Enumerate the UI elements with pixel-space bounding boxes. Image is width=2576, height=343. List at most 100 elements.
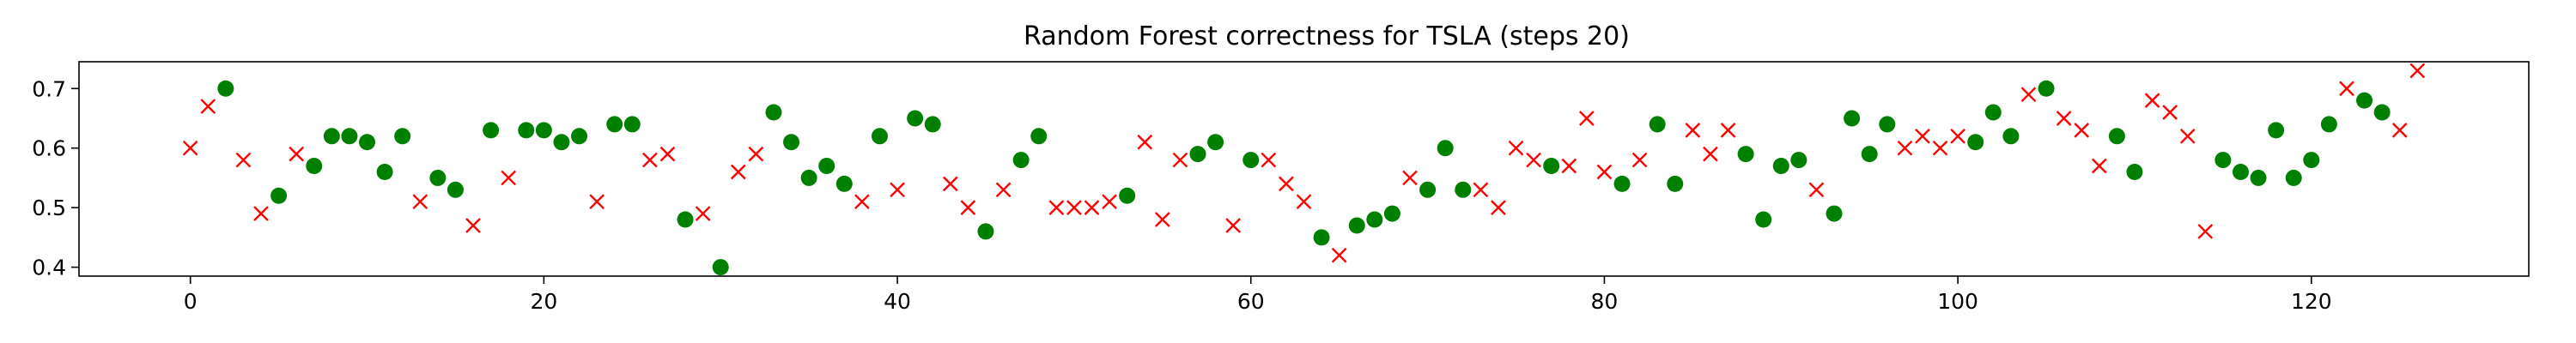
- data-point-incorrect: [1331, 247, 1347, 263]
- x-marker-stroke: [182, 140, 198, 156]
- data-point-correct: [1419, 181, 1437, 198]
- data-point-correct: [1755, 211, 1772, 228]
- data-point-correct: [2215, 152, 2232, 169]
- data-point-incorrect: [1526, 152, 1541, 168]
- data-point-correct: [2002, 128, 2020, 145]
- data-point-incorrect: [2074, 123, 2090, 138]
- data-point-incorrect: [1579, 111, 1595, 126]
- data-point-incorrect: [2339, 81, 2354, 97]
- x-marker-stroke: [1526, 152, 1541, 168]
- data-point-incorrect: [1491, 200, 1506, 215]
- x-marker-stroke: [1808, 182, 1825, 198]
- x-marker-stroke: [2144, 93, 2160, 108]
- data-point-correct: [2320, 116, 2337, 133]
- data-point-correct: [2232, 163, 2249, 180]
- x-marker-stroke: [1279, 176, 1294, 192]
- x-marker-stroke: [1084, 200, 1100, 215]
- data-point-correct: [1348, 217, 1365, 234]
- x-marker-stroke: [1720, 123, 1736, 138]
- x-marker-stroke: [2162, 105, 2178, 120]
- data-point-incorrect: [642, 152, 658, 168]
- data-point-correct: [2356, 92, 2373, 109]
- x-marker-stroke: [235, 152, 252, 168]
- data-point-correct: [1366, 211, 1383, 228]
- data-point-correct: [871, 128, 888, 145]
- data-point-incorrect: [695, 206, 711, 221]
- data-point-incorrect: [1685, 123, 1701, 138]
- x-marker-stroke: [748, 146, 764, 162]
- x-marker-stroke: [995, 182, 1012, 198]
- data-point-incorrect: [1402, 170, 1418, 186]
- data-point-incorrect: [2162, 105, 2178, 120]
- data-point-correct: [1030, 128, 1048, 145]
- x-tick-label: 20: [530, 289, 557, 314]
- data-point-incorrect: [253, 206, 269, 221]
- x-marker-stroke: [1331, 247, 1347, 263]
- data-point-correct: [800, 169, 817, 186]
- x-marker-stroke: [200, 99, 216, 114]
- x-marker-stroke: [730, 164, 746, 180]
- x-marker-stroke: [465, 218, 481, 233]
- data-point-incorrect: [1066, 200, 1082, 215]
- x-marker-stroke: [1048, 200, 1065, 215]
- data-point-incorrect: [465, 218, 481, 233]
- data-point-correct: [1313, 229, 1330, 246]
- data-point-incorrect: [235, 152, 252, 168]
- x-marker-stroke: [2074, 123, 2090, 138]
- data-point-correct: [1737, 146, 1754, 163]
- data-point-correct: [1967, 134, 1984, 151]
- data-point-correct: [359, 134, 376, 151]
- data-point-correct: [765, 104, 782, 121]
- data-point-correct: [1242, 152, 1260, 169]
- x-marker-stroke: [589, 194, 605, 210]
- data-point-incorrect: [2391, 123, 2408, 138]
- data-point-correct: [1649, 116, 1666, 133]
- x-marker-stroke: [854, 194, 870, 210]
- data-point-correct: [217, 80, 234, 97]
- data-point-correct: [323, 128, 340, 145]
- x-marker-stroke: [1561, 158, 1577, 174]
- y-tick-label: 0.5: [32, 196, 66, 220]
- x-marker-stroke: [1915, 128, 1930, 144]
- data-point-incorrect: [1261, 152, 1277, 168]
- plot-frame: [78, 61, 2530, 277]
- series-0: [217, 80, 2391, 276]
- data-point-correct: [1613, 175, 1631, 192]
- data-point-incorrect: [1172, 152, 1188, 168]
- data-point-correct: [376, 163, 393, 180]
- data-point-incorrect: [1932, 140, 1948, 156]
- data-point-correct: [712, 259, 729, 276]
- data-point-correct: [1772, 158, 1789, 175]
- data-point-incorrect: [1720, 123, 1736, 138]
- data-point-correct: [623, 116, 641, 133]
- data-point-incorrect: [1808, 182, 1825, 198]
- x-marker-stroke: [1172, 152, 1188, 168]
- data-point-correct: [447, 181, 464, 198]
- data-point-incorrect: [1279, 176, 1294, 192]
- data-point-incorrect: [1631, 152, 1648, 168]
- data-point-incorrect: [1950, 128, 1965, 144]
- data-point-incorrect: [960, 200, 976, 215]
- x-tick-label: 60: [1237, 289, 1265, 314]
- x-marker-stroke: [642, 152, 658, 168]
- x-tick-label: 40: [884, 289, 911, 314]
- data-point-incorrect: [1703, 146, 1718, 162]
- x-marker-stroke: [1508, 140, 1524, 156]
- x-marker-stroke: [253, 206, 269, 221]
- data-point-correct: [2126, 163, 2143, 180]
- data-point-incorrect: [1137, 134, 1153, 150]
- x-marker-stroke: [2020, 87, 2037, 103]
- data-point-correct: [1667, 175, 1684, 192]
- data-point-correct: [1012, 152, 1030, 169]
- x-marker-stroke: [1473, 182, 1489, 198]
- data-point-incorrect: [412, 194, 428, 210]
- data-point-correct: [1844, 110, 1861, 127]
- x-marker-stroke: [2409, 63, 2426, 79]
- data-point-correct: [1826, 205, 1843, 222]
- x-marker-stroke: [1261, 152, 1277, 168]
- data-point-incorrect: [2409, 63, 2426, 79]
- y-tick-label: 0.6: [32, 136, 66, 161]
- x-marker-stroke: [1685, 123, 1701, 138]
